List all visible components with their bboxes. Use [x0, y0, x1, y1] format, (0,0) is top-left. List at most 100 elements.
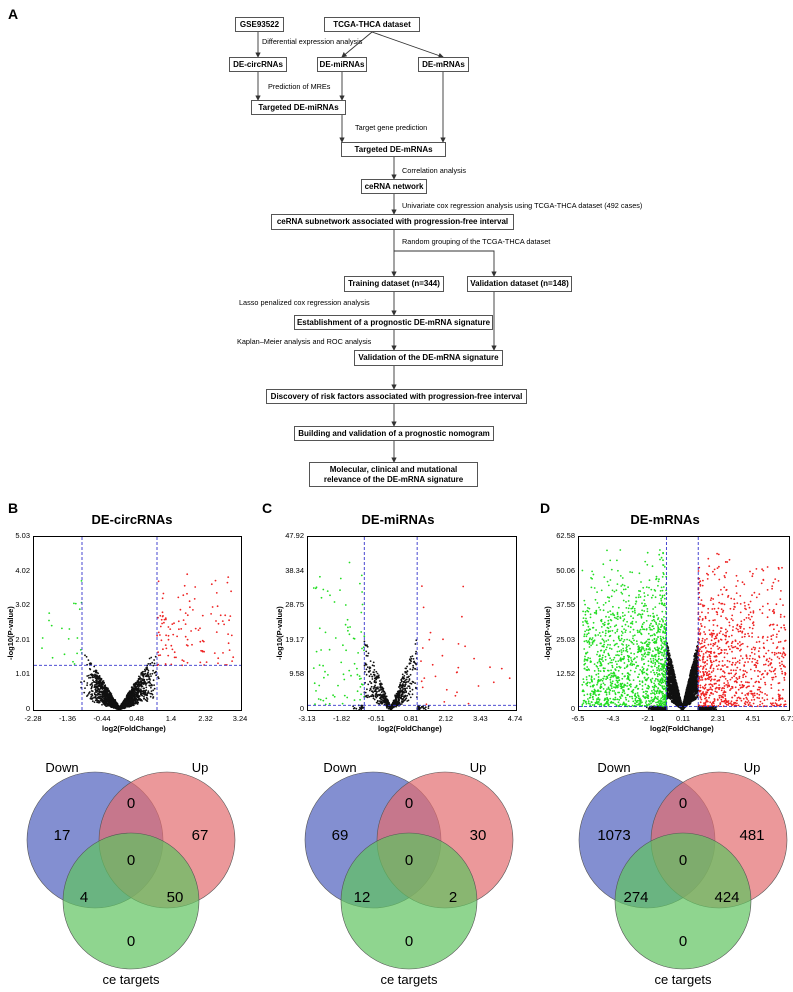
volcano-point-ns	[146, 675, 148, 678]
volcano-point-ns	[94, 696, 96, 699]
volcano-point-ns	[367, 683, 370, 686]
volcano-point-up	[157, 654, 160, 657]
volcano-point-ns	[106, 691, 109, 694]
volcano-point-up	[190, 630, 193, 632]
volcano-point-ns	[147, 691, 150, 694]
volcano-point-up	[184, 623, 187, 625]
volcano-point-ns	[134, 697, 137, 699]
volcano-point-up	[227, 633, 230, 635]
volcano-point-ns	[424, 706, 427, 709]
volcano-point-ns	[368, 666, 371, 668]
volcano-point-ns	[380, 691, 383, 694]
volcano-point-down	[360, 693, 362, 696]
volcano-point-ns	[365, 694, 368, 697]
volcano-point-ns	[140, 688, 142, 691]
volcano-point-down	[51, 656, 54, 659]
volcano-point-ns	[373, 674, 376, 677]
volcano-point-ns	[96, 685, 99, 688]
volcano-point-ns	[148, 657, 151, 660]
volcano-point-down	[320, 649, 322, 651]
volcano-point-ns	[374, 684, 376, 687]
volcano-point-ns	[80, 681, 82, 683]
volcano-point-ns	[395, 699, 397, 701]
volcano-point-down	[323, 676, 325, 679]
volcano-point-up	[192, 609, 194, 611]
volcano-point-up	[163, 621, 165, 624]
volcano-point-ns	[394, 702, 397, 705]
volcano-point-ns	[409, 673, 412, 676]
volcano-point-down	[350, 674, 352, 677]
volcano-point-ns	[388, 702, 390, 704]
volcano-point-ns	[409, 668, 412, 670]
volcano-point-ns	[415, 663, 418, 666]
volcano-point-ns	[98, 690, 101, 692]
volcano-point-down	[344, 623, 347, 626]
volcano-point-ns	[149, 684, 151, 687]
volcano-point-ns	[368, 695, 371, 698]
volcano-point-up	[199, 627, 201, 630]
volcano-point-ns	[118, 706, 121, 709]
volcano-point-ns	[400, 678, 403, 681]
volcano-point-ns	[137, 679, 140, 681]
volcano-point-down	[340, 661, 343, 664]
volcano-point-ns	[115, 704, 118, 707]
volcano-point-down	[312, 587, 315, 589]
volcano-point-up	[228, 619, 231, 622]
box-training-dataset: Training dataset (n=344)	[344, 276, 444, 292]
volcano-point-ns	[393, 706, 395, 709]
volcano-point-up	[162, 592, 165, 595]
volcano-point-ns	[384, 693, 387, 695]
volcano-point-ns	[397, 690, 400, 692]
volcano-point-ns	[401, 695, 403, 698]
volcano-point-ns	[96, 699, 99, 702]
volcano-point-down	[315, 586, 318, 589]
volcano-point-up	[159, 614, 162, 617]
volcano-point-ns	[408, 693, 411, 696]
volcano-point-ns	[130, 688, 133, 691]
volcano-point-ns	[143, 695, 145, 698]
volcano-point-down	[312, 667, 315, 669]
volcano-point-ns	[150, 675, 152, 677]
volcano-point-ns	[96, 683, 98, 686]
volcano-point-ns	[143, 680, 146, 683]
volcano-point-ns	[138, 685, 140, 688]
volcano-point-ns	[91, 690, 94, 693]
volcano-point-ns	[146, 678, 148, 681]
volcano-point-ns	[378, 700, 381, 702]
volcano-c-frame	[307, 536, 517, 711]
volcano-point-ns	[106, 696, 109, 699]
volcano-point-ns	[376, 700, 379, 703]
volcano-point-ns	[138, 698, 140, 701]
volcano-point-ns	[93, 685, 96, 687]
volcano-point-up	[159, 654, 162, 656]
volcano-point-ns	[153, 662, 156, 665]
volcano-point-up	[214, 579, 217, 582]
volcano-point-ns	[103, 687, 106, 690]
volcano-point-ns	[152, 669, 154, 672]
volcano-point-ns	[403, 696, 405, 699]
volcano-point-down	[360, 631, 363, 633]
volcano-point-ns	[360, 705, 363, 707]
volcano-point-ns	[135, 681, 137, 684]
volcano-point-up	[457, 666, 460, 669]
volcano-point-up	[443, 701, 446, 703]
volcano-point-up	[179, 608, 182, 611]
volcano-point-ns	[384, 696, 387, 698]
volcano-point-ns	[386, 703, 389, 706]
volcano-point-down	[334, 637, 337, 639]
volcano-point-ns	[401, 689, 404, 692]
box-nomogram: Building and validation of a prognostic …	[294, 426, 494, 441]
volcano-point-ns	[110, 699, 113, 702]
volcano-point-ns	[410, 657, 413, 660]
volcano-point-up	[216, 605, 219, 608]
volcano-point-up	[210, 613, 213, 615]
volcano-point-down	[361, 647, 363, 650]
volcano-point-ns	[85, 655, 88, 658]
volcano-point-up	[420, 680, 423, 683]
box-cerna-subnetwork: ceRNA subnetwork associated with progres…	[271, 214, 514, 230]
volcano-point-ns	[365, 650, 368, 653]
volcano-point-ns	[86, 694, 89, 697]
volcano-point-up	[222, 652, 224, 654]
box-risk-factors: Discovery of risk factors associated wit…	[266, 389, 527, 404]
volcano-point-ns	[407, 680, 410, 683]
